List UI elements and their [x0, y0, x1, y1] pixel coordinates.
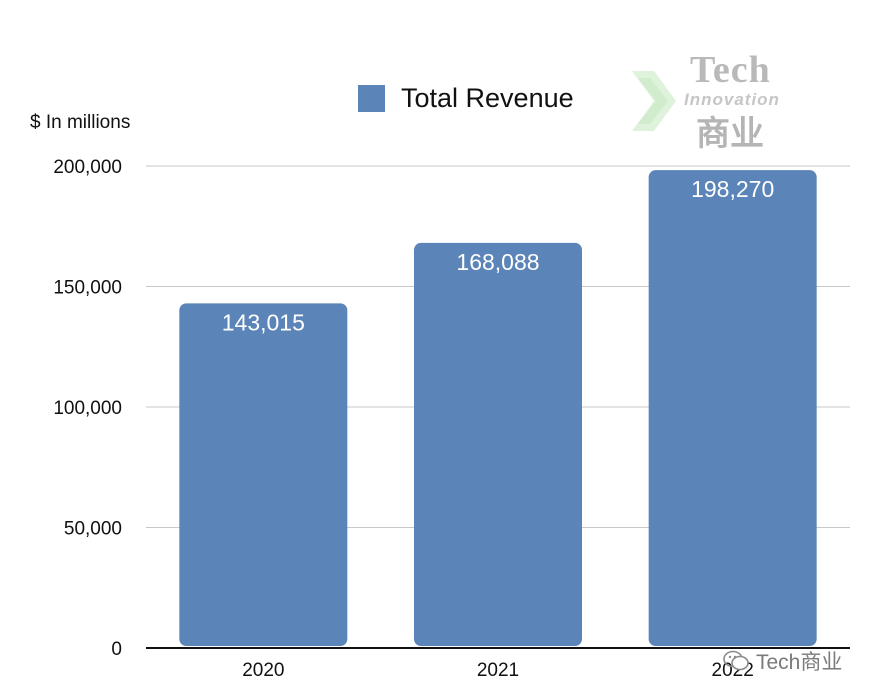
y-axis-label: $ In millions [30, 112, 131, 133]
legend: Total Revenue [358, 80, 574, 116]
x-tick-label: 2020 [242, 660, 284, 681]
tech-logo: Tech Innovation 商业 [624, 48, 804, 154]
y-tick-label: 200,000 [53, 157, 122, 178]
bar-value-label: 143,015 [222, 309, 305, 335]
x-tick-label: 2021 [477, 660, 519, 681]
bars [179, 170, 817, 647]
wechat-icon [723, 650, 749, 671]
y-tick-label: 50,000 [64, 519, 122, 540]
bar [414, 242, 582, 647]
bar [179, 303, 348, 646]
bar-data-labels: 143,015 168,088 198,270 [222, 176, 774, 335]
watermark-text: Tech商业 [756, 651, 843, 674]
legend-swatch [358, 84, 385, 112]
y-tick-label: 150,000 [53, 278, 122, 299]
y-tick-label: 100,000 [53, 398, 122, 419]
bar-value-label: 198,270 [691, 176, 774, 202]
bar [648, 170, 817, 646]
logo-tech-text: Tech [690, 49, 771, 91]
watermark: Tech商业 [722, 645, 842, 677]
logo-chinese-text: 商业 [696, 114, 764, 154]
x-axis-ticks: 2020 2021 2022 [242, 660, 754, 681]
bar-value-label: 168,088 [456, 249, 539, 275]
y-tick-label: 0 [111, 639, 122, 660]
y-axis-ticks: 0 50,000 100,000 150,000 200,000 [53, 157, 122, 660]
arrow-logo-icon [632, 71, 676, 131]
logo-innovation-text: Innovation [684, 90, 780, 109]
legend-label: Total Revenue [401, 82, 574, 113]
